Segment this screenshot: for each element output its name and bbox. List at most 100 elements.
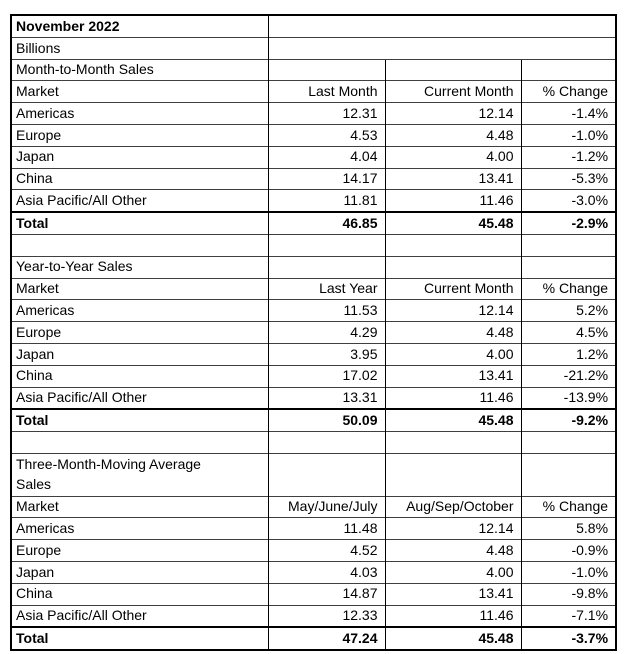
merged-empty-cell[interactable] — [267, 36, 617, 60]
column-header-cell[interactable]: Market — [10, 277, 268, 300]
market-cell[interactable]: Americas — [10, 517, 268, 540]
value-cell[interactable]: 4.00 — [384, 560, 521, 584]
value-cell[interactable]: 4.00 — [384, 342, 521, 366]
market-cell[interactable]: Asia Pacific/All Other — [10, 604, 268, 628]
value-cell[interactable]: 11.53 — [267, 299, 385, 322]
value-cell[interactable]: 4.48 — [384, 123, 521, 147]
value-cell[interactable]: 4.5% — [520, 321, 617, 344]
value-cell[interactable]: -1.4% — [520, 102, 617, 125]
value-cell[interactable]: 1.2% — [520, 342, 617, 366]
market-cell[interactable]: China — [10, 582, 268, 606]
value-cell[interactable]: 4.48 — [384, 539, 521, 562]
empty-cell[interactable] — [267, 58, 385, 81]
section-title-cell[interactable]: Three-Month-Moving Average Sales — [10, 452, 268, 497]
empty-cell[interactable] — [384, 255, 521, 279]
total-cell[interactable]: Total — [10, 626, 268, 651]
column-header-cell[interactable]: Current Month — [384, 80, 521, 103]
total-cell[interactable]: 45.48 — [384, 626, 521, 651]
market-cell[interactable]: Europe — [10, 321, 268, 344]
empty-cell[interactable] — [267, 452, 385, 497]
total-cell[interactable]: 45.48 — [384, 211, 521, 235]
value-cell[interactable]: 3.95 — [267, 342, 385, 366]
value-cell[interactable]: 4.04 — [267, 145, 385, 169]
value-cell[interactable]: 12.14 — [384, 299, 521, 322]
value-cell[interactable]: -7.1% — [520, 604, 617, 628]
market-cell[interactable]: China — [10, 167, 268, 190]
column-header-cell[interactable]: May/June/July — [267, 495, 385, 518]
empty-cell[interactable] — [520, 452, 617, 497]
spacer-cell[interactable] — [520, 233, 617, 257]
value-cell[interactable]: 5.8% — [520, 517, 617, 540]
value-cell[interactable]: 11.46 — [384, 386, 521, 410]
market-cell[interactable]: Japan — [10, 342, 268, 366]
column-header-cell[interactable]: % Change — [520, 277, 617, 300]
value-cell[interactable]: 14.17 — [267, 167, 385, 190]
column-header-cell[interactable]: % Change — [520, 495, 617, 518]
value-cell[interactable]: 13.41 — [384, 167, 521, 190]
spacer-cell[interactable] — [10, 431, 268, 454]
column-header-cell[interactable]: Aug/Sep/October — [384, 495, 521, 518]
value-cell[interactable]: 17.02 — [267, 364, 385, 388]
market-cell[interactable]: Japan — [10, 560, 268, 584]
value-cell[interactable]: 11.46 — [384, 604, 521, 628]
empty-cell[interactable] — [520, 255, 617, 279]
units-cell[interactable]: Billions — [10, 36, 268, 60]
market-cell[interactable]: Asia Pacific/All Other — [10, 386, 268, 410]
total-cell[interactable]: Total — [10, 408, 268, 432]
value-cell[interactable]: -1.0% — [520, 560, 617, 584]
value-cell[interactable]: 14.87 — [267, 582, 385, 606]
market-cell[interactable]: China — [10, 364, 268, 388]
value-cell[interactable]: -5.3% — [520, 167, 617, 190]
value-cell[interactable]: 12.14 — [384, 102, 521, 125]
value-cell[interactable]: -3.0% — [520, 189, 617, 213]
value-cell[interactable]: -13.9% — [520, 386, 617, 410]
column-header-cell[interactable]: Last Month — [267, 80, 385, 103]
value-cell[interactable]: 13.41 — [384, 582, 521, 606]
value-cell[interactable]: 4.52 — [267, 539, 385, 562]
market-cell[interactable]: Americas — [10, 102, 268, 125]
value-cell[interactable]: 4.29 — [267, 321, 385, 344]
spacer-cell[interactable] — [384, 233, 521, 257]
column-header-cell[interactable]: Market — [10, 495, 268, 518]
value-cell[interactable]: 11.48 — [267, 517, 385, 540]
total-cell[interactable]: 45.48 — [384, 408, 521, 432]
total-cell[interactable]: -3.7% — [520, 626, 617, 651]
value-cell[interactable]: 13.41 — [384, 364, 521, 388]
value-cell[interactable]: 4.00 — [384, 145, 521, 169]
total-cell[interactable]: 50.09 — [267, 408, 385, 432]
value-cell[interactable]: 4.53 — [267, 123, 385, 147]
value-cell[interactable]: 12.33 — [267, 604, 385, 628]
value-cell[interactable]: -1.0% — [520, 123, 617, 147]
report-month-cell[interactable]: November 2022 — [10, 14, 268, 38]
total-cell[interactable]: 46.85 — [267, 211, 385, 235]
market-cell[interactable]: Japan — [10, 145, 268, 169]
spacer-cell[interactable] — [520, 431, 617, 454]
column-header-cell[interactable]: Market — [10, 80, 268, 103]
section-title-cell[interactable]: Year-to-Year Sales — [10, 255, 268, 279]
spacer-cell[interactable] — [267, 431, 385, 454]
market-cell[interactable]: Europe — [10, 539, 268, 562]
value-cell[interactable]: -9.8% — [520, 582, 617, 606]
column-header-cell[interactable]: Last Year — [267, 277, 385, 300]
value-cell[interactable]: 11.81 — [267, 189, 385, 213]
market-cell[interactable]: Europe — [10, 123, 268, 147]
empty-cell[interactable] — [520, 58, 617, 81]
total-cell[interactable]: -2.9% — [520, 211, 617, 235]
market-cell[interactable]: Asia Pacific/All Other — [10, 189, 268, 213]
section-title-cell[interactable]: Month-to-Month Sales — [10, 58, 268, 81]
market-cell[interactable]: Americas — [10, 299, 268, 322]
total-cell[interactable]: -9.2% — [520, 408, 617, 432]
value-cell[interactable]: 4.48 — [384, 321, 521, 344]
value-cell[interactable]: -21.2% — [520, 364, 617, 388]
column-header-cell[interactable]: Current Month — [384, 277, 521, 300]
empty-cell[interactable] — [384, 58, 521, 81]
value-cell[interactable]: -1.2% — [520, 145, 617, 169]
value-cell[interactable]: 13.31 — [267, 386, 385, 410]
value-cell[interactable]: 12.31 — [267, 102, 385, 125]
value-cell[interactable]: -0.9% — [520, 539, 617, 562]
value-cell[interactable]: 12.14 — [384, 517, 521, 540]
total-cell[interactable]: Total — [10, 211, 268, 235]
value-cell[interactable]: 5.2% — [520, 299, 617, 322]
column-header-cell[interactable]: % Change — [520, 80, 617, 103]
spacer-cell[interactable] — [267, 233, 385, 257]
